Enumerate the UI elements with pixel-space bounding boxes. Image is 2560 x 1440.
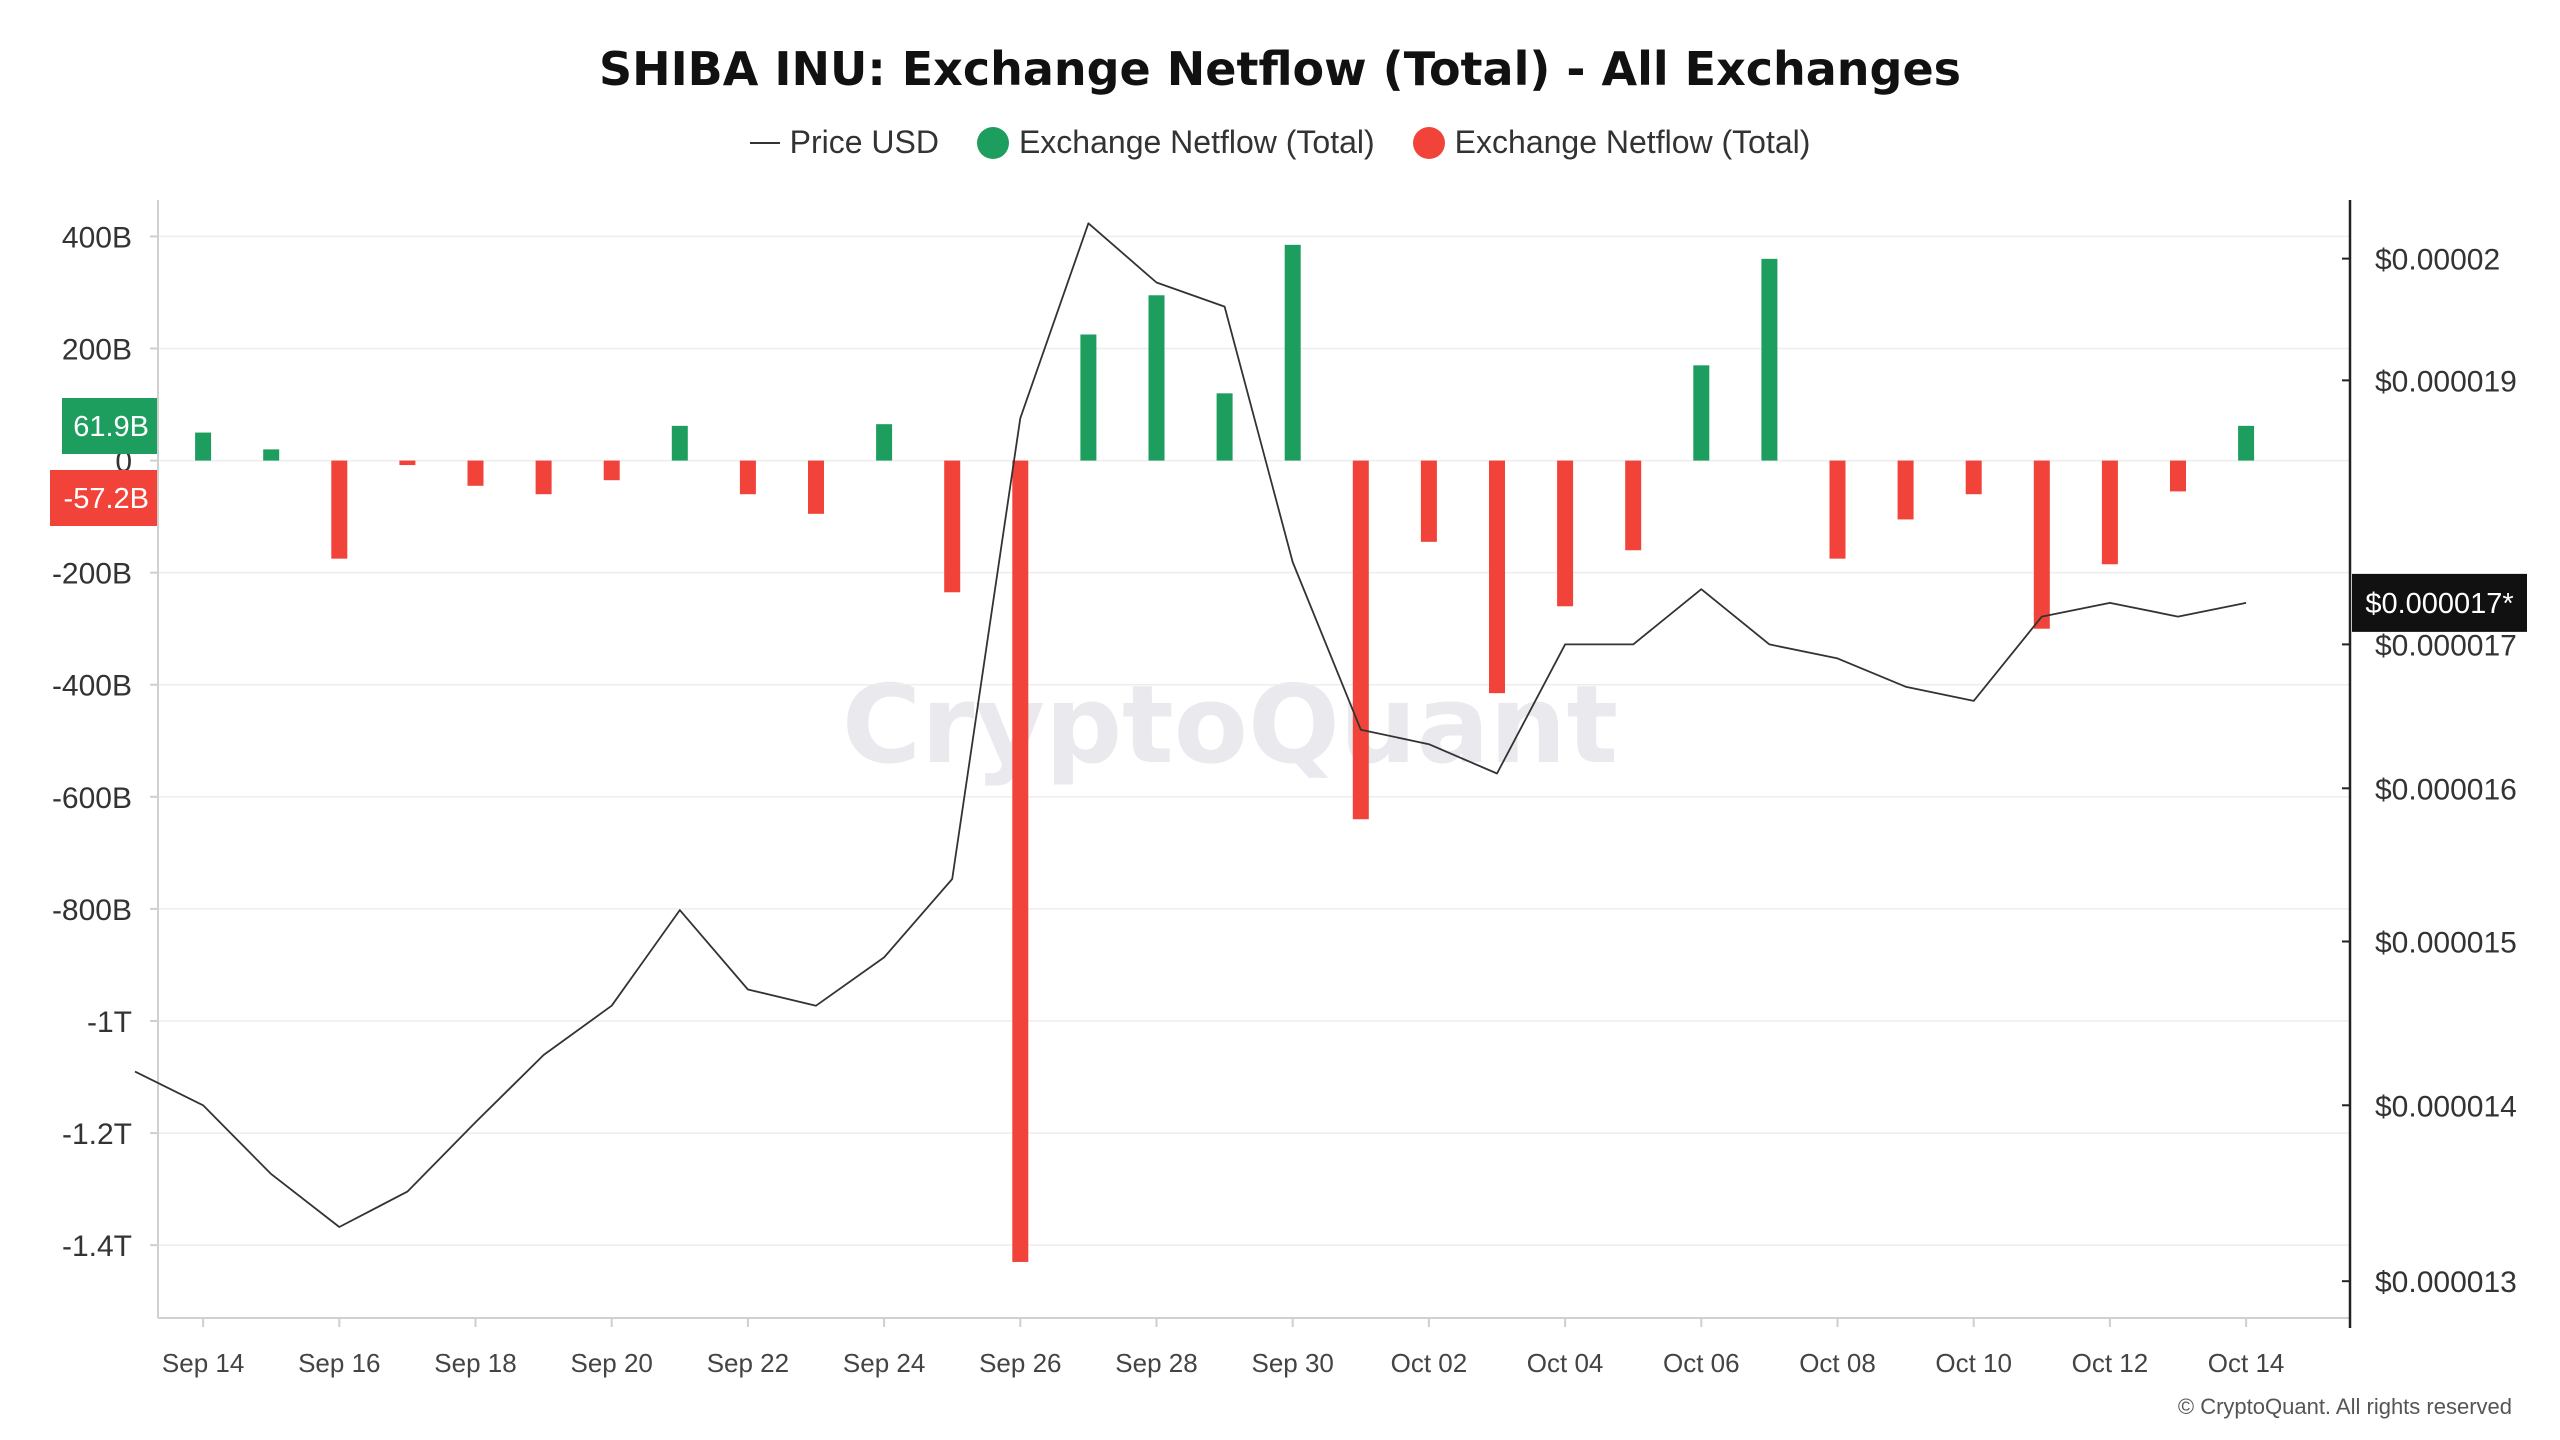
current-price-callout-label: $0.000017* bbox=[2365, 588, 2513, 620]
right-y-tick-label: $0.000019 bbox=[2375, 365, 2517, 398]
netflow-bar-outflow bbox=[1012, 460, 1029, 1262]
left-y-tick-label: -800B bbox=[52, 894, 132, 927]
x-tick-label: Sep 14 bbox=[162, 1348, 244, 1378]
netflow-bar-inflow bbox=[195, 432, 212, 461]
netflow-bar-outflow bbox=[1897, 460, 1914, 520]
netflow-bar-outflow bbox=[1557, 460, 1574, 607]
x-tick-label: Oct 10 bbox=[1935, 1348, 2012, 1378]
last-outflow-callout: -57.2B bbox=[50, 470, 157, 526]
netflow-bar-outflow bbox=[1625, 460, 1642, 551]
right-y-tick-label: $0.000015 bbox=[2375, 927, 2517, 960]
netflow-bar-inflow bbox=[1080, 334, 1097, 461]
copyright-notice: © CryptoQuant. All rights reserved bbox=[2177, 1394, 2512, 1419]
legend-item-netflow-negative[interactable]: Exchange Netflow (Total) bbox=[1412, 124, 1811, 161]
last-outflow-callout-box bbox=[50, 470, 157, 526]
netflow-bar-outflow bbox=[399, 460, 416, 466]
current-price-callout-box bbox=[2352, 573, 2527, 632]
netflow-bar-outflow bbox=[1489, 460, 1505, 694]
x-tick-label: Oct 14 bbox=[2208, 1348, 2285, 1378]
legend-item-price[interactable]: Price USD bbox=[749, 124, 939, 161]
netflow-bar-outflow bbox=[603, 460, 620, 481]
right-y-tick-label: $0.000013 bbox=[2375, 1266, 2517, 1299]
watermark: CryptoQuant bbox=[842, 663, 1618, 788]
current-price-callout: $0.000017* bbox=[2352, 573, 2527, 632]
green-dot-icon bbox=[976, 126, 1009, 159]
left-y-tick-label: -200B bbox=[52, 558, 132, 591]
netflow-bar-outflow bbox=[808, 460, 824, 514]
left-y-tick-label: -400B bbox=[52, 670, 132, 703]
right-y-tick-label: $0.00002 bbox=[2375, 244, 2500, 277]
netflow-bar-outflow bbox=[1352, 460, 1369, 820]
netflow-bar-outflow bbox=[1965, 460, 1982, 495]
price-line bbox=[134, 222, 2247, 1228]
legend-label-netflow-positive: Exchange Netflow (Total) bbox=[1018, 124, 1375, 160]
netflow-bar-inflow bbox=[1693, 365, 1710, 461]
red-dot-icon bbox=[1412, 126, 1445, 159]
x-tick-label: Oct 12 bbox=[2072, 1348, 2149, 1378]
left-y-tick-label: -1.4T bbox=[62, 1230, 132, 1263]
left-y-tick-label: -600B bbox=[52, 782, 132, 815]
netflow-bar-outflow bbox=[467, 460, 484, 486]
x-tick-label: Sep 22 bbox=[707, 1348, 789, 1378]
legend-item-netflow-positive[interactable]: Exchange Netflow (Total) bbox=[976, 124, 1375, 161]
x-tick-label: Sep 28 bbox=[1115, 1348, 1197, 1378]
grid bbox=[158, 235, 2350, 1246]
netflow-bar-outflow bbox=[535, 460, 552, 495]
last-inflow-callout: 61.9B bbox=[62, 398, 157, 454]
axis-callouts: 61.9B -57.2B $0.000017* bbox=[50, 398, 2527, 632]
left-y-tick-label: 400B bbox=[62, 221, 132, 254]
netflow-bar-outflow bbox=[1420, 460, 1437, 542]
x-tick-label: Sep 16 bbox=[298, 1348, 380, 1378]
legend-label-price: Price USD bbox=[789, 124, 939, 160]
netflow-bar-inflow bbox=[876, 424, 893, 461]
right-y-tick-label: $0.000016 bbox=[2375, 773, 2517, 806]
netflow-bar-outflow bbox=[2101, 460, 2118, 565]
last-inflow-callout-label: 61.9B bbox=[73, 411, 149, 443]
netflow-bar-outflow bbox=[1829, 460, 1846, 559]
netflow-bar-inflow bbox=[1761, 258, 1778, 461]
netflow-bar-inflow bbox=[1216, 393, 1233, 461]
legend-label-netflow-negative: Exchange Netflow (Total) bbox=[1454, 124, 1811, 160]
x-tick-label: Oct 08 bbox=[1799, 1348, 1876, 1378]
x-tick-label: Sep 30 bbox=[1251, 1348, 1333, 1378]
left-y-tick-label: -1T bbox=[87, 1006, 132, 1039]
netflow-bar-inflow bbox=[671, 425, 688, 461]
chart-title: SHIBA INU: Exchange Netflow (Total) - Al… bbox=[598, 42, 1962, 96]
netflow-bar-inflow bbox=[1284, 244, 1301, 461]
right-y-tick-label: $0.000017 bbox=[2375, 629, 2517, 662]
netflow-bar-outflow bbox=[2170, 460, 2186, 492]
last-inflow-callout-box bbox=[62, 398, 157, 454]
last-outflow-callout-label: -57.2B bbox=[64, 483, 149, 515]
axes: 400B200B0-200B-400B-600B-800B-1T-1.2T-1.… bbox=[52, 200, 2517, 1378]
left-y-tick-label: 200B bbox=[62, 334, 132, 367]
legend: Price USD Exchange Netflow (Total) Excha… bbox=[0, 124, 2560, 161]
x-tick-label: Sep 18 bbox=[434, 1348, 516, 1378]
netflow-bar-inflow bbox=[1148, 295, 1165, 461]
netflow-bar-outflow bbox=[739, 460, 756, 495]
netflow-bar-inflow bbox=[263, 449, 280, 461]
netflow-bar-outflow bbox=[331, 460, 348, 559]
right-y-tick-label: $0.000014 bbox=[2375, 1090, 2517, 1123]
left-y-tick-label: -1.2T bbox=[62, 1118, 132, 1151]
netflow-bar-outflow bbox=[2033, 460, 2050, 629]
x-tick-label: Sep 26 bbox=[979, 1348, 1061, 1378]
x-tick-label: Sep 24 bbox=[843, 1348, 925, 1378]
price-usd-line bbox=[134, 222, 2247, 1228]
netflow-bar-outflow bbox=[944, 460, 961, 593]
netflow-bar-inflow bbox=[2238, 425, 2255, 461]
x-tick-label: Oct 02 bbox=[1391, 1348, 1468, 1378]
x-tick-label: Oct 06 bbox=[1663, 1348, 1740, 1378]
netflow-bars bbox=[195, 244, 2255, 1262]
x-tick-label: Oct 04 bbox=[1527, 1348, 1604, 1378]
line-swatch-icon bbox=[749, 141, 780, 144]
x-tick-label: Sep 20 bbox=[570, 1348, 652, 1378]
